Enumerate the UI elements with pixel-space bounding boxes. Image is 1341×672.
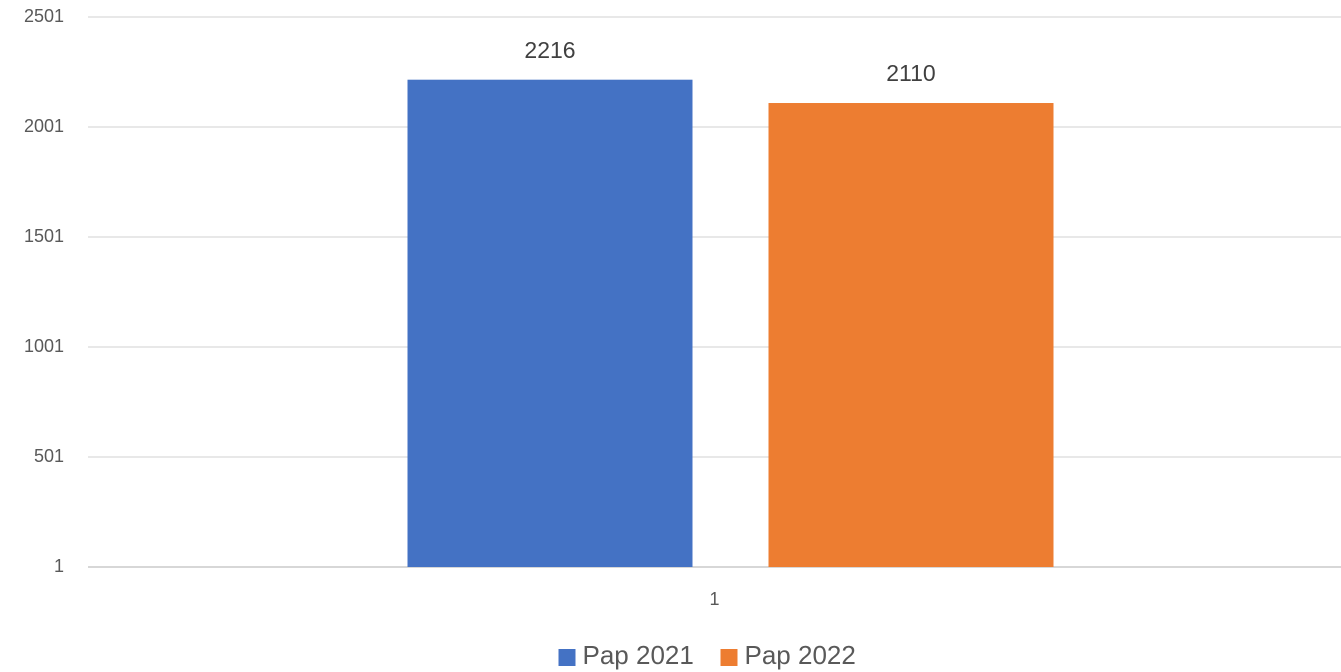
legend-label: Pap 2022: [745, 640, 856, 670]
bar: [407, 79, 693, 567]
y-tick-label: 2501: [24, 6, 64, 26]
data-label: 2110: [886, 60, 935, 86]
y-tick-label: 2001: [24, 116, 64, 136]
y-tick-label: 501: [34, 446, 64, 466]
x-tick-label: 1: [709, 589, 719, 609]
y-tick-label: 1501: [24, 226, 64, 246]
legend-label: Pap 2021: [583, 640, 694, 670]
bar: [768, 103, 1054, 568]
legend-swatch: [720, 649, 738, 666]
legend-swatch: [558, 649, 576, 666]
y-tick-label: 1: [54, 556, 64, 576]
data-label: 2216: [524, 37, 575, 63]
y-tick-label: 1001: [24, 336, 64, 356]
